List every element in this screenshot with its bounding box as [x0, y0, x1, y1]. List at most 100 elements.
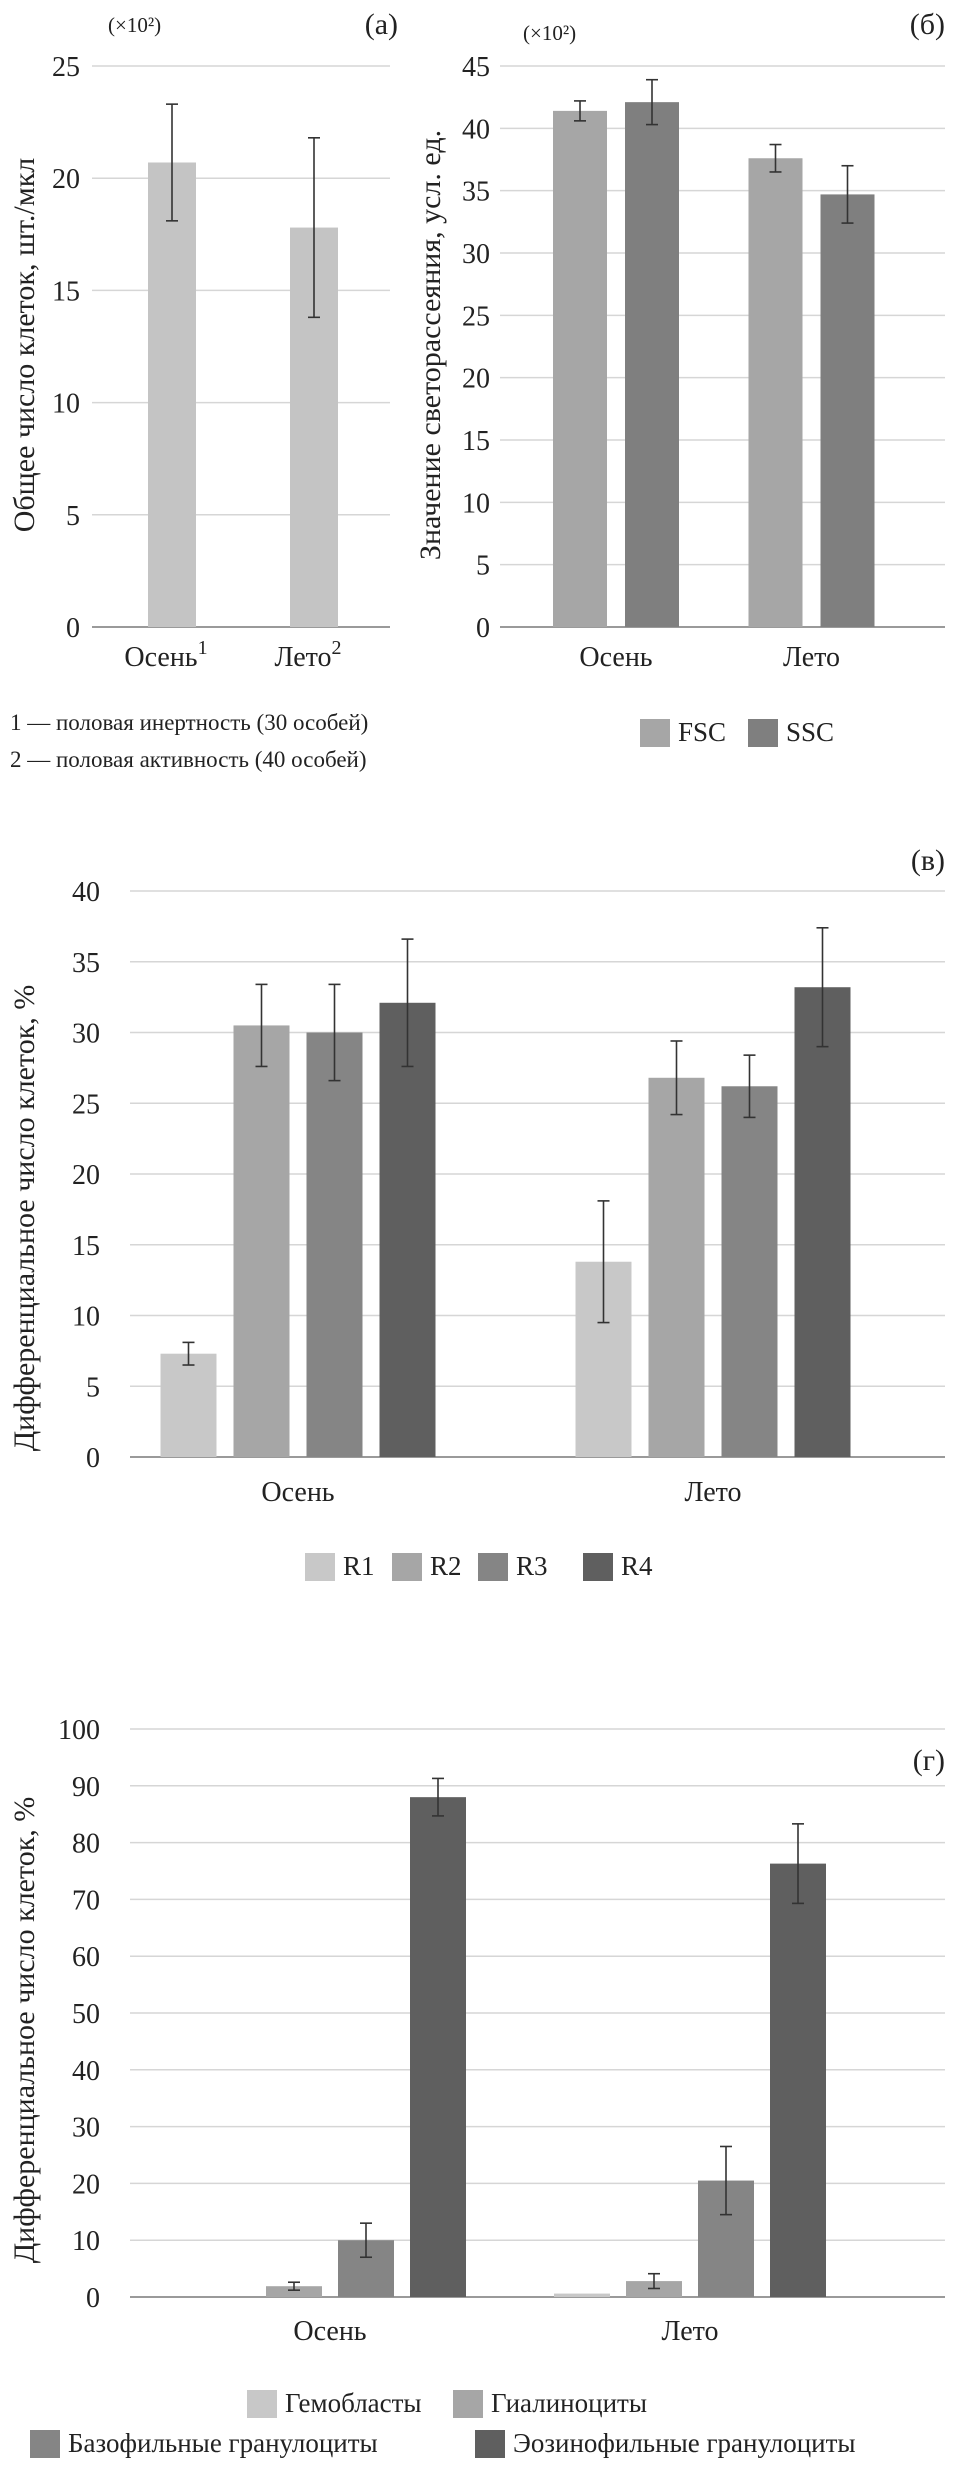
- y-tick-label: 30: [72, 2113, 100, 2144]
- y-tick-label: 20: [72, 1160, 100, 1191]
- y-tick-label: 15: [72, 1231, 100, 1262]
- bar-гемобласты-1: [554, 2293, 610, 2297]
- panel-label-a: (а): [365, 8, 398, 41]
- y-axis-title-a: Общее число клеток, шт./мкл: [8, 158, 41, 533]
- footnote-2: 2 — половая активность (40 особей): [10, 747, 367, 772]
- legend-label: R4: [621, 1551, 653, 1581]
- legend-label: Гемобласты: [285, 2388, 422, 2418]
- error-bar: [743, 1054, 756, 1119]
- chart-panel-a: (а) (×10²) Общее число клеток, шт./мкл 0…: [8, 8, 398, 772]
- x-tick-label: Лето: [661, 2316, 718, 2347]
- legend-swatch: [640, 719, 670, 747]
- multiplier-label-a: (×10²): [108, 13, 161, 37]
- bar-r3-0: [306, 1032, 363, 1457]
- y-tick-label: 80: [72, 1829, 100, 1860]
- y-tick-label: 35: [72, 948, 100, 979]
- panel-label-b: (б): [910, 8, 945, 41]
- x-tick-label: Осень: [261, 1477, 334, 1508]
- error-bar: [182, 1341, 195, 1366]
- y-tick-label: 5: [476, 551, 490, 582]
- y-tick-label: 30: [462, 239, 490, 270]
- y-tick-label: 10: [72, 2226, 100, 2257]
- legend-swatch: [453, 2390, 483, 2418]
- legend-swatch: [247, 2390, 277, 2418]
- y-tick-label: 100: [58, 1715, 100, 1746]
- y-tick-label: 10: [52, 389, 80, 420]
- legend-item: R1: [305, 1551, 375, 1581]
- x-tick-label: Лето: [783, 642, 840, 673]
- footnote-1: 1 — половая инертность (30 особей): [10, 710, 368, 735]
- legend-label: FSC: [678, 717, 726, 747]
- y-axis-title-v: Дифференциальное число клеток, %: [8, 985, 41, 1452]
- bar-total-0: [148, 162, 196, 627]
- bar-r4-1: [794, 987, 851, 1457]
- bar-эозинофильные-гранулоциты-1: [770, 1863, 826, 2297]
- panel-label-v: (в): [911, 844, 945, 877]
- legend-label: Гиалиноциты: [491, 2388, 647, 2418]
- y-tick-label: 5: [66, 501, 80, 532]
- legend-label: R1: [343, 1551, 375, 1581]
- legend-item: Эозинофильные гранулоциты: [475, 2428, 856, 2458]
- bar-эозинофильные-гранулоциты-0: [410, 1797, 466, 2297]
- bar-r2-1: [648, 1077, 705, 1457]
- y-tick-label: 90: [72, 1772, 100, 1803]
- y-tick-label: 60: [72, 1942, 100, 1973]
- y-tick-label: 40: [72, 877, 100, 908]
- y-axis-title-g: Дифференциальное число клеток, %: [8, 1797, 41, 2264]
- y-tick-label: 25: [462, 301, 490, 332]
- x-tick-label: Осень1: [124, 637, 207, 673]
- y-tick-label: 45: [462, 52, 490, 83]
- x-tick-label: Лето: [684, 1477, 741, 1508]
- error-bar: [646, 78, 658, 126]
- bar-r3-1: [721, 1086, 778, 1457]
- error-bar: [308, 137, 320, 319]
- y-tick-label: 70: [72, 1885, 100, 1916]
- error-bar: [166, 103, 178, 222]
- error-bar: [574, 100, 586, 122]
- y-tick-label: 15: [52, 276, 80, 307]
- error-bar: [360, 2222, 372, 2259]
- error-bar: [841, 164, 854, 224]
- y-tick-label: 40: [72, 2056, 100, 2087]
- error-bar: [720, 2145, 732, 2216]
- legend-item: Гемобласты: [247, 2388, 422, 2418]
- x-tick-label: Лето2: [274, 637, 341, 673]
- legend-swatch: [305, 1553, 335, 1581]
- bar-fsc-1: [748, 158, 803, 627]
- y-tick-label: 20: [72, 2169, 100, 2200]
- error-bar: [648, 2272, 660, 2290]
- legend-item: SSC: [748, 717, 834, 747]
- y-tick-label: 25: [52, 52, 80, 83]
- chart-panel-v: (в) Дифференциальное число клеток, % 0 5 1…: [8, 844, 945, 1581]
- y-tick-label: 15: [462, 426, 490, 457]
- error-bar: [255, 983, 268, 1068]
- y-tick-label: 35: [462, 177, 490, 208]
- multiplier-label-b: (×10²): [523, 21, 576, 45]
- legend-swatch: [478, 1553, 508, 1581]
- legend-swatch: [392, 1553, 422, 1581]
- y-tick-label: 5: [86, 1372, 100, 1403]
- y-tick-label: 25: [72, 1089, 100, 1120]
- chart-panel-b: (б) (×10²) Значение светорассеяния, усл.…: [414, 8, 945, 747]
- error-bar: [432, 1777, 444, 1817]
- bar-fsc-0: [553, 110, 607, 627]
- legend-label: R2: [430, 1551, 462, 1581]
- y-axis-title-b: Значение светорассеяния, усл. ед.: [414, 130, 447, 560]
- y-tick-label: 10: [72, 1302, 100, 1333]
- legend-swatch: [583, 1553, 613, 1581]
- y-tick-label: 0: [86, 1443, 100, 1474]
- error-bar: [597, 1200, 610, 1324]
- y-tick-label: 10: [462, 488, 490, 519]
- bar-r1-0: [160, 1353, 217, 1457]
- bar-гиалиноциты-0: [266, 2286, 322, 2297]
- error-bar: [401, 938, 414, 1068]
- bar-r2-0: [233, 1025, 290, 1457]
- bar-ssc-0: [625, 102, 679, 628]
- y-tick-label: 20: [462, 364, 490, 395]
- legend-label: Базофильные гранулоциты: [68, 2428, 378, 2458]
- legend-label: SSC: [786, 717, 834, 747]
- legend-item: R2: [392, 1551, 462, 1581]
- legend-swatch: [748, 719, 778, 747]
- error-bar: [328, 983, 341, 1082]
